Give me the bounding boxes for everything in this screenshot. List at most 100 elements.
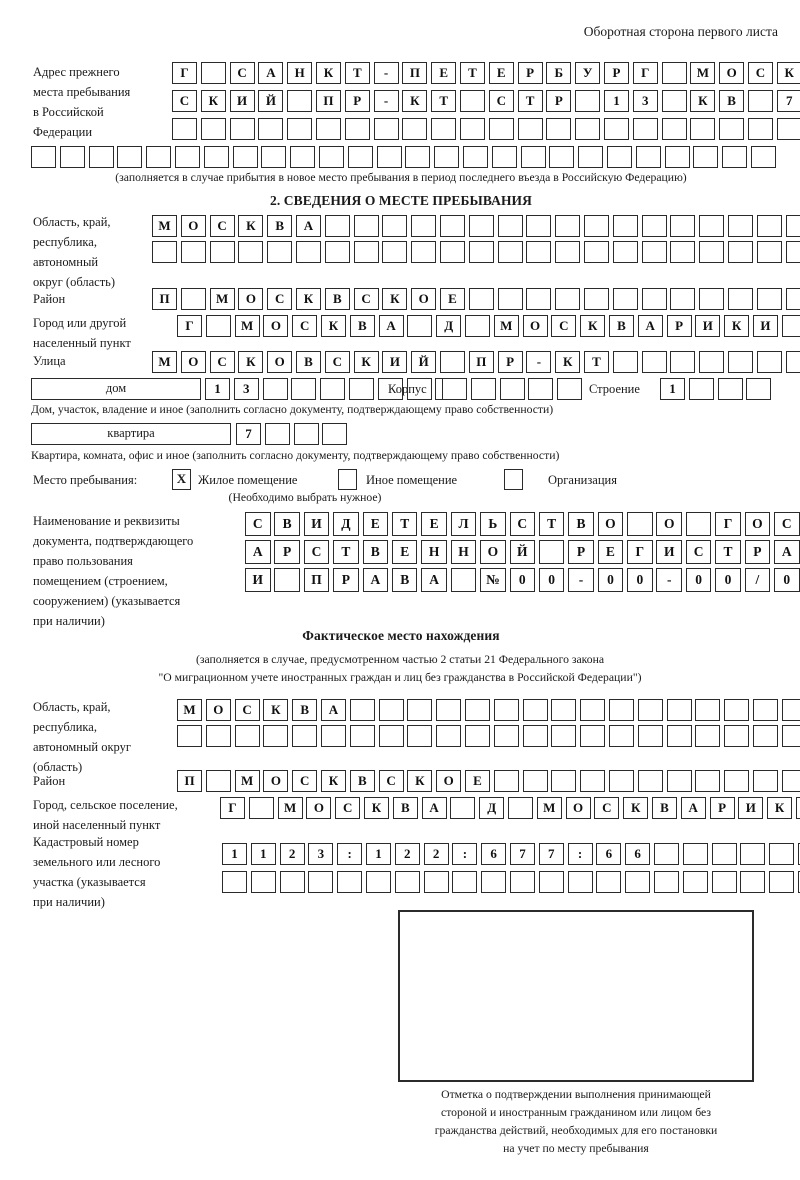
section2-district-row-cell-18[interactable] xyxy=(641,288,667,310)
section2-region-row-2-cell-22[interactable] xyxy=(756,241,782,263)
actual-district-row-cell-17[interactable] xyxy=(637,770,663,792)
prev-address-row-1-cell-18[interactable] xyxy=(661,62,687,84)
prev-address-row-3-cell-21[interactable] xyxy=(747,118,773,140)
ownership-doc-row-3-cell-9[interactable]: № xyxy=(480,568,506,592)
ownership-doc-row-2-cell-18[interactable]: Р xyxy=(744,540,771,564)
prev-address-row-2-cell-22[interactable]: 7 xyxy=(776,90,800,112)
prev-address-row-2-cell-6[interactable]: П xyxy=(315,90,341,112)
prev-address-row-4-cell-22[interactable] xyxy=(635,146,661,168)
ownership-doc-row-2-cell-11[interactable] xyxy=(538,540,565,564)
ownership-doc-row-3-cell-4[interactable]: Р xyxy=(333,568,359,592)
actual-district-row-cell-8[interactable]: С xyxy=(378,770,404,792)
section2-region-row-1-cell-17[interactable] xyxy=(612,215,638,237)
actual-region-row-1-cell-1[interactable]: М xyxy=(177,699,202,721)
actual-city-row-cell-10[interactable]: Д xyxy=(479,797,505,819)
section2-region-row-2[interactable] xyxy=(152,241,800,263)
prev-address-row-4-cell-3[interactable] xyxy=(88,146,114,168)
ownership-doc-row-1-cell-18[interactable]: О xyxy=(744,512,771,536)
section2-street-row-cell-8[interactable]: К xyxy=(353,351,379,373)
prev-address-row-2-cell-4[interactable]: Й xyxy=(258,90,284,112)
cadastre-row-1-cell-17[interactable] xyxy=(682,843,708,865)
flat-number-cells[interactable]: 7 xyxy=(236,423,351,445)
prev-address-row-1-cell-16[interactable]: Р xyxy=(603,62,629,84)
cadastre-row-2-cell-19[interactable] xyxy=(740,871,766,893)
cadastre-row-2-cell-2[interactable] xyxy=(250,871,276,893)
section2-region-row-1-cell-21[interactable] xyxy=(727,215,753,237)
section2-region-row-1-cell-15[interactable] xyxy=(555,215,581,237)
actual-city-row-cell-8[interactable]: А xyxy=(421,797,447,819)
stroenie-cells-cell-4[interactable] xyxy=(746,378,772,400)
ownership-doc-row-3-cell-12[interactable]: - xyxy=(568,568,594,592)
prev-address-row-4-cell-26[interactable] xyxy=(750,146,776,168)
section2-region-row-2-cell-9[interactable] xyxy=(382,241,408,263)
prev-address-row-1-cell-7[interactable]: Т xyxy=(344,62,370,84)
prev-address-row-4-cell-2[interactable] xyxy=(59,146,85,168)
flat-number-cells-cell-1[interactable]: 7 xyxy=(236,423,261,445)
cadastre-row-1-cell-13[interactable]: : xyxy=(567,843,593,865)
ownership-doc-row-1-cell-7[interactable]: Е xyxy=(421,512,447,536)
actual-region-row-2-cell-4[interactable] xyxy=(263,725,289,747)
prev-address-row-3-cell-22[interactable] xyxy=(776,118,800,140)
house-number-cells-cell-1[interactable]: 1 xyxy=(205,378,230,400)
section2-district-row-cell-5[interactable]: С xyxy=(267,288,293,310)
ownership-doc-row-1-cell-11[interactable]: Т xyxy=(538,512,565,536)
actual-district-row-cell-9[interactable]: К xyxy=(407,770,433,792)
actual-district-row-cell-16[interactable] xyxy=(608,770,634,792)
prev-address-row-3-cell-17[interactable] xyxy=(632,118,658,140)
section2-district-row-cell-22[interactable] xyxy=(756,288,782,310)
section2-district-row-cell-1[interactable]: П xyxy=(152,288,177,310)
ownership-doc-row-1-cell-2[interactable]: В xyxy=(274,512,300,536)
section2-region-row-2-cell-20[interactable] xyxy=(699,241,725,263)
ownership-doc-row-3-cell-19[interactable]: 0 xyxy=(774,568,800,592)
section2-street-row-cell-2[interactable]: О xyxy=(180,351,206,373)
cadastre-row-1-cell-21[interactable] xyxy=(797,843,800,865)
stay-type-checkbox-organization[interactable] xyxy=(504,469,523,490)
ownership-doc-row-1-cell-17[interactable]: Г xyxy=(715,512,741,536)
prev-address-row-3-cell-14[interactable] xyxy=(546,118,572,140)
section2-region-row-2-cell-1[interactable] xyxy=(152,241,177,263)
prev-address-row-1-cell-10[interactable]: Е xyxy=(431,62,457,84)
cadastre-row-2-cell-16[interactable] xyxy=(653,871,679,893)
prev-address-row-1-cell-4[interactable]: А xyxy=(258,62,284,84)
section2-city-row-cell-3[interactable]: М xyxy=(234,315,260,337)
prev-address-row-4-cell-15[interactable] xyxy=(434,146,460,168)
ownership-doc-row-2-cell-6[interactable]: Е xyxy=(391,540,418,564)
prev-address-row-3-cell-8[interactable] xyxy=(373,118,399,140)
cadastre-row-1-cell-8[interactable]: 2 xyxy=(423,843,449,865)
prev-address-row-2-cell-1[interactable]: С xyxy=(172,90,197,112)
prev-address-row-4-cell-4[interactable] xyxy=(117,146,143,168)
prev-address-row-3[interactable] xyxy=(172,118,800,140)
stroenie-cells-cell-1[interactable]: 1 xyxy=(660,378,685,400)
ownership-doc-row-1-cell-19[interactable]: С xyxy=(774,512,800,536)
house-number-cells-cell-7[interactable] xyxy=(377,378,403,400)
section2-city-row-cell-17[interactable]: А xyxy=(637,315,663,337)
actual-district-row-cell-10[interactable]: О xyxy=(436,770,462,792)
ownership-doc-row-1-cell-14[interactable] xyxy=(627,512,653,536)
ownership-doc-row-2-cell-19[interactable]: А xyxy=(774,540,800,564)
prev-address-row-2-cell-21[interactable] xyxy=(747,90,773,112)
actual-city-row-cell-7[interactable]: В xyxy=(392,797,418,819)
prev-address-row-4[interactable] xyxy=(31,146,780,168)
section2-city-row-cell-2[interactable] xyxy=(205,315,231,337)
actual-district-row-cell-13[interactable] xyxy=(522,770,548,792)
ownership-doc-row-1-cell-3[interactable]: И xyxy=(303,512,330,536)
section2-region-row-1-cell-2[interactable]: О xyxy=(180,215,206,237)
section2-street-row-cell-20[interactable] xyxy=(699,351,725,373)
actual-district-row-cell-14[interactable] xyxy=(551,770,577,792)
section2-region-row-2-cell-3[interactable] xyxy=(209,241,235,263)
section2-region-row-1-cell-14[interactable] xyxy=(526,215,552,237)
section2-district-row-cell-3[interactable]: М xyxy=(209,288,235,310)
prev-address-row-1-cell-5[interactable]: Н xyxy=(287,62,313,84)
cadastre-row-1-cell-6[interactable]: 1 xyxy=(365,843,391,865)
actual-region-row-1-cell-4[interactable]: К xyxy=(263,699,289,721)
ownership-doc-row-1-cell-10[interactable]: С xyxy=(509,512,536,536)
house-number-cells-cell-3[interactable] xyxy=(262,378,288,400)
cadastre-row-1-cell-19[interactable] xyxy=(740,843,766,865)
prev-address-row-3-cell-3[interactable] xyxy=(229,118,255,140)
section2-region-row-2-cell-13[interactable] xyxy=(497,241,523,263)
